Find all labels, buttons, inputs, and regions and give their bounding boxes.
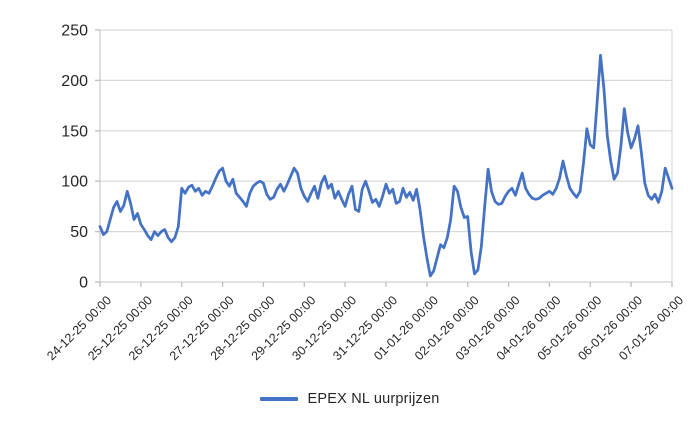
- chart-legend: EPEX NL uurprijzen: [0, 391, 700, 407]
- legend-line-marker: [260, 397, 299, 401]
- y-tick-label: 0: [79, 275, 88, 292]
- legend-series-label: EPEX NL uurprijzen: [307, 391, 440, 407]
- y-tick-label: 200: [61, 73, 88, 90]
- series-line-epex: [98, 53, 674, 278]
- y-tick-label: 150: [61, 123, 88, 140]
- y-tick-label: 50: [70, 224, 88, 241]
- y-tick-label: 250: [61, 23, 88, 40]
- y-tick-label: 100: [61, 174, 88, 191]
